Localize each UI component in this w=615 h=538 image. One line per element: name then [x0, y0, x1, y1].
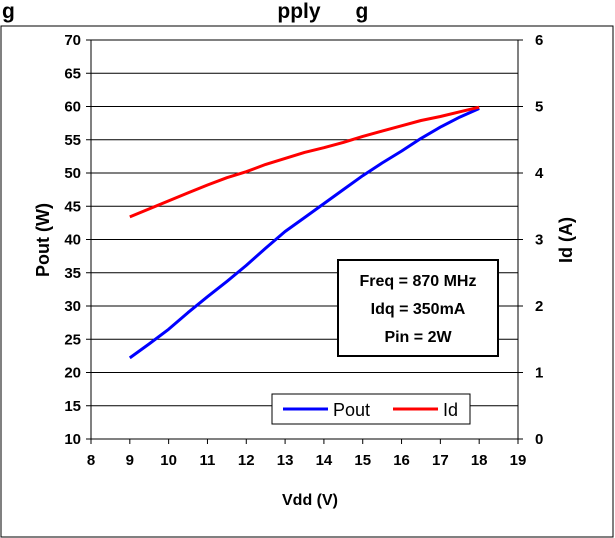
chart-title: g pply g [2, 0, 368, 23]
series-line-id [129, 105, 480, 219]
annotation-box: Freq = 870 MHz Idq = 350mA Pin = 2W [337, 259, 499, 357]
y2-tick-label: 6 [535, 32, 543, 49]
y-tick-label: 60 [64, 99, 81, 116]
series-group [128, 105, 480, 360]
x-tick-label: 16 [393, 452, 410, 469]
y-tick-label: 30 [64, 298, 81, 315]
y2-tick-label: 5 [535, 99, 543, 116]
x-tick-label: 9 [126, 452, 134, 469]
axis-ticks [86, 39, 523, 444]
y-tick-label: 35 [64, 265, 81, 282]
y2-tick-label: 2 [535, 298, 543, 315]
x-axis-title: Vdd (V) [282, 492, 338, 509]
annotation-freq: Freq = 870 MHz [360, 273, 477, 290]
x-tick-label: 12 [238, 452, 255, 469]
legend: Pout Id [271, 393, 471, 425]
x-tick-label: 17 [432, 452, 449, 469]
y-tick-label: 25 [64, 331, 81, 348]
y2-tick-label: 1 [535, 365, 543, 382]
annotation-idq: Idq = 350mA [371, 301, 466, 318]
y-axis-title: Pout (W) [33, 203, 53, 277]
x-tick-label: 8 [87, 452, 95, 469]
y-tick-label: 10 [64, 431, 81, 448]
y-tick-label: 45 [64, 198, 81, 215]
y-tick-label: 20 [64, 365, 81, 382]
y2-axis-title: Id (A) [556, 217, 576, 263]
x-tick-label: 13 [277, 452, 294, 469]
series-line-pout [128, 107, 480, 360]
y2-tick-label: 0 [535, 431, 543, 448]
annotation-pin: Pin = 2W [384, 329, 452, 346]
x-tick-label: 11 [200, 452, 216, 469]
y2-tick-label: 4 [535, 165, 544, 182]
y-tick-label: 40 [64, 232, 81, 249]
y-tick-label: 55 [64, 132, 81, 149]
y-tick-label: 70 [64, 32, 81, 49]
y-tick-label: 65 [64, 65, 81, 82]
y-tick-label: 50 [64, 165, 81, 182]
y2-tick-label: 3 [535, 232, 543, 249]
x-tick-label: 19 [510, 452, 527, 469]
x-tick-label: 18 [471, 452, 488, 469]
x-tick-label: 14 [316, 452, 333, 469]
y-tick-label: 15 [64, 398, 81, 415]
x-tick-label: 15 [354, 452, 371, 469]
x-tick-label: 10 [160, 452, 177, 469]
legend-label-pout: Pout [333, 400, 370, 420]
chart-frame [0, 25, 614, 538]
legend-label-id: Id [443, 400, 458, 420]
